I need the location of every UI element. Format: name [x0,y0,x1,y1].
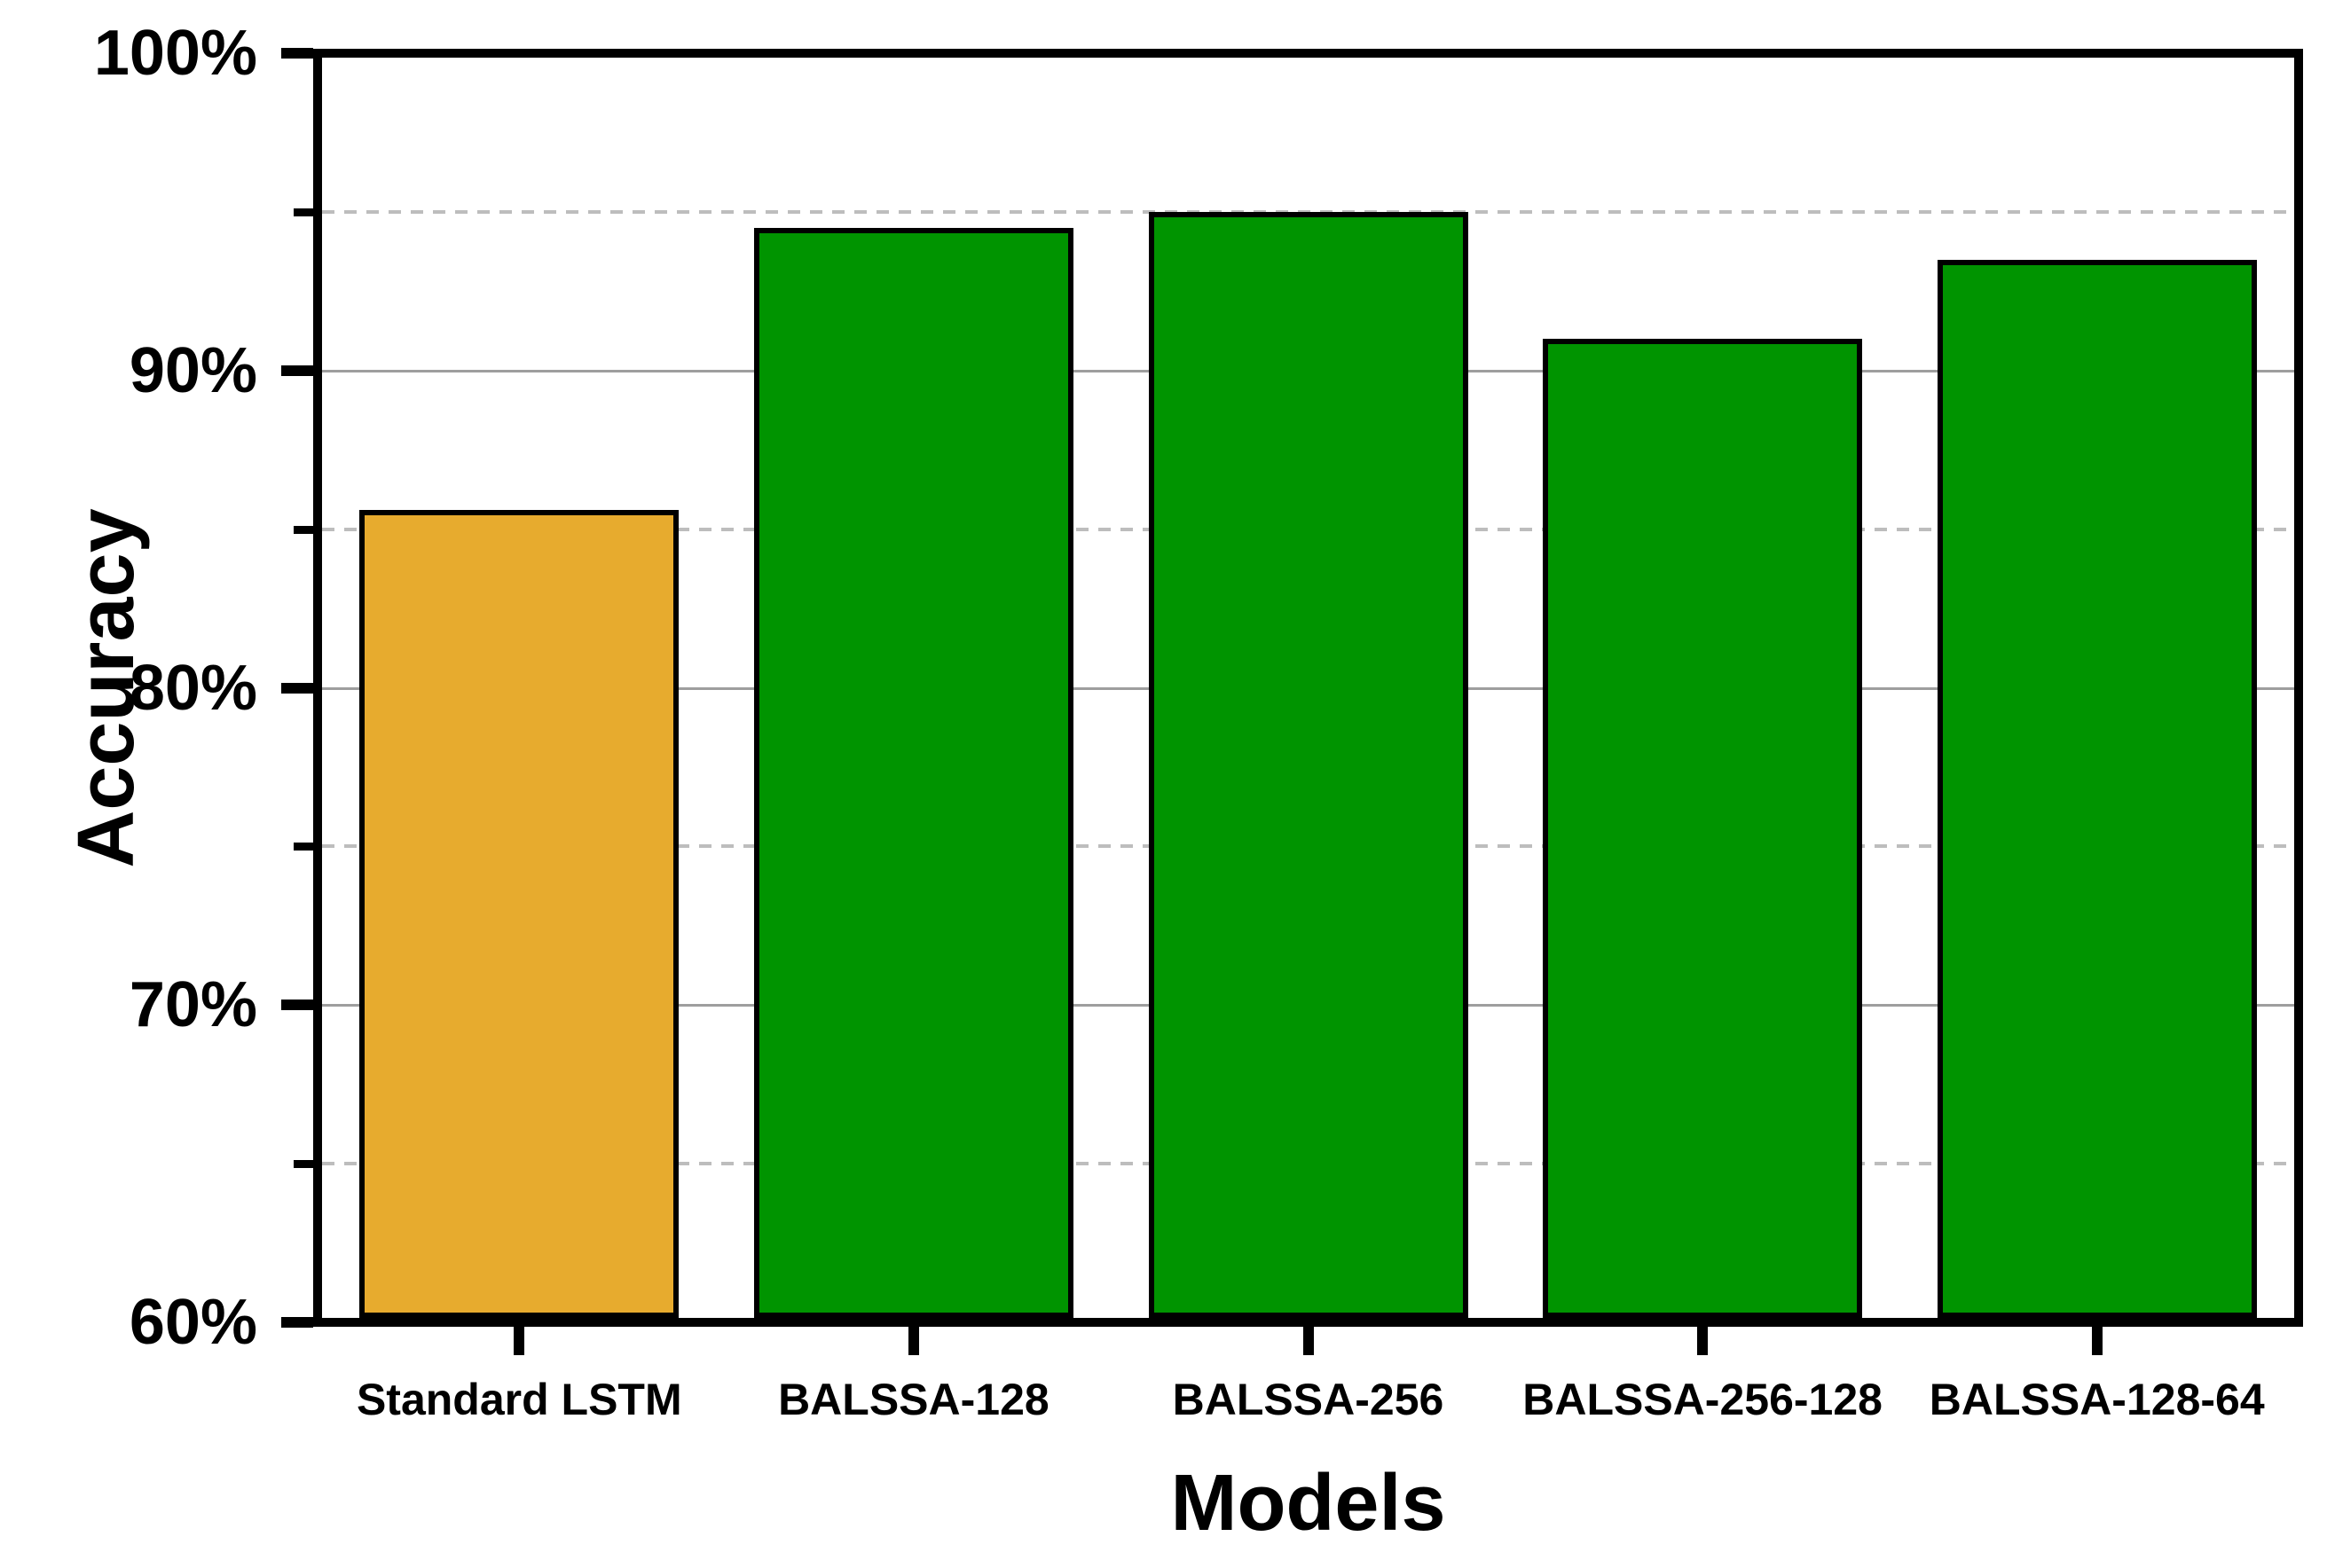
bar-balssa-128 [753,227,1073,1318]
x-axis-tick [1697,1327,1709,1355]
bar-standard-lstm [359,510,680,1318]
y-axis-major-tick [281,682,313,694]
y-axis-minor-tick [294,1160,313,1169]
y-axis-major-tick [281,1000,313,1011]
x-axis-tick-label: BALSSA-256-128 [1522,1375,1883,1424]
x-axis-tick [908,1327,919,1355]
x-axis-tick-label: Standard LSTM [356,1375,682,1424]
y-axis-title: Accuracy [62,508,151,868]
y-axis-tick-label: 100% [93,18,257,89]
y-axis-minor-tick [294,843,313,851]
y-axis-major-tick [281,1317,313,1328]
x-axis-tick-label: BALSSA-128 [778,1375,1050,1424]
y-axis-tick-label: 80% [129,652,257,724]
y-axis-minor-tick [294,525,313,534]
x-axis-title: Models [1170,1459,1446,1548]
bar-balssa-256-128 [1543,338,1863,1318]
y-axis-minor-tick [294,208,313,216]
y-axis-tick-label: 90% [129,334,257,406]
x-axis-tick [514,1327,525,1355]
x-axis-tick-label: BALSSA-128-64 [1929,1375,2265,1424]
y-axis-tick-label: 70% [129,969,257,1041]
x-axis-tick-label: BALSSA-256 [1172,1375,1444,1424]
y-axis-tick-label: 60% [129,1287,257,1358]
x-axis-tick [2091,1327,2103,1355]
bar-balssa-128-64 [1937,259,2257,1318]
bar-balssa-256 [1148,211,1468,1318]
y-axis-major-tick [281,365,313,376]
x-axis-tick [1302,1327,1314,1355]
y-axis-major-tick [281,48,313,59]
